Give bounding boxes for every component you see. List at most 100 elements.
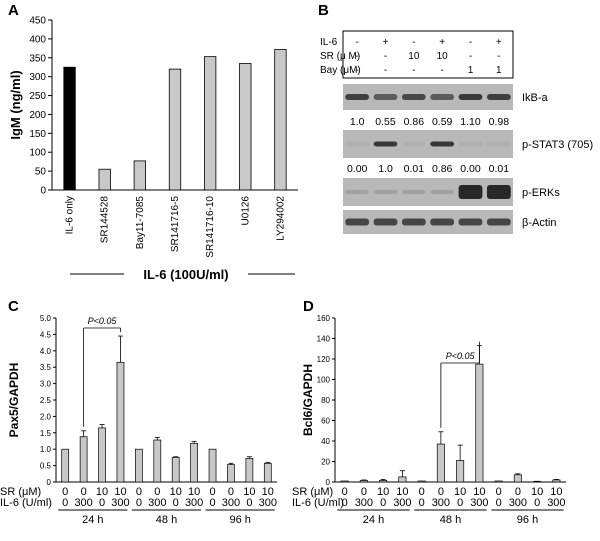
il6-value: 300 [393, 497, 411, 509]
header-value: - [355, 65, 358, 76]
y-tick-label: 4.5 [40, 330, 52, 339]
bar [379, 480, 388, 483]
bar [168, 68, 182, 191]
x-tick-label: SR141716-10 [205, 196, 216, 258]
sr-value: 0 [136, 486, 142, 498]
header-value: - [384, 65, 387, 76]
y-tick-label: 300 [29, 72, 46, 83]
bar [436, 443, 445, 483]
header-value: + [439, 37, 445, 48]
panel-letter-a: A [8, 2, 19, 19]
panel-letter-c: C [8, 298, 19, 315]
stat3-quant-value: 0.00 [347, 163, 368, 175]
header-value: - [412, 65, 415, 76]
stat3-band-bg [343, 130, 513, 158]
y-tick-label: 0.5 [40, 462, 52, 471]
ikb-quant-value: 0.86 [404, 116, 425, 128]
sr-value: 10 [473, 486, 485, 498]
band-lane [345, 141, 370, 147]
band-label: IkB-a [522, 92, 549, 104]
y-tick-label: 0 [326, 478, 331, 487]
ikb-quant-value: 0.59 [432, 116, 453, 128]
y-tick-label: 0 [47, 478, 52, 487]
y-tick-label: 2.5 [40, 396, 52, 405]
y-tick-label: 100 [29, 148, 46, 159]
sr-value: 10 [531, 486, 543, 498]
band-lane [430, 94, 455, 100]
band-lane [345, 190, 370, 194]
sr-row-label: SR (μM) [0, 486, 41, 498]
il6-value: 0 [457, 497, 463, 509]
x-tick-label: SR144528 [100, 196, 111, 244]
erk-band-bg [343, 178, 513, 206]
il6-value: 300 [509, 497, 527, 509]
sr-value: 0 [342, 486, 348, 498]
il6-value: 0 [419, 497, 425, 509]
bar [63, 66, 76, 191]
y-tick-label: 4.0 [40, 347, 52, 356]
header-value: - [355, 37, 358, 48]
y-tick-label: 200 [29, 110, 46, 121]
header-value: 10 [408, 51, 420, 62]
bar [239, 63, 252, 191]
stat3-quant-value: 0.01 [489, 163, 510, 175]
il6-value: 300 [74, 497, 92, 509]
group-label: 48 h [440, 514, 461, 526]
stat3-quant-value: 0.00 [460, 163, 481, 175]
header-value: 1 [496, 65, 502, 76]
stat3-quant-value: 0.86 [432, 163, 453, 175]
y-tick-label: 1.0 [40, 445, 52, 454]
panel-letter-b: B [318, 2, 329, 19]
sr-value: 10 [170, 486, 182, 498]
bar [153, 439, 162, 483]
significance-label: P<0.05 [88, 316, 118, 326]
band-lane [345, 218, 370, 226]
bar [79, 436, 88, 483]
bar [133, 160, 147, 191]
group-label: 48 h [156, 514, 177, 526]
ikb-quant-value: 1.0 [350, 116, 365, 128]
il6-value: 0 [173, 497, 179, 509]
sr-value: 10 [396, 486, 408, 498]
chart-a: 0 50 100 150 200 250 300 350 400 450 IgM (ng/ml) IL… [8, 16, 298, 282]
band-lane [401, 218, 426, 226]
header-value: - [469, 51, 472, 62]
il6-value: 0 [99, 497, 105, 509]
il6-value: 0 [62, 497, 68, 509]
il6-value: 300 [111, 497, 129, 509]
bar [227, 464, 235, 483]
sr-value: 10 [550, 486, 562, 498]
bar [98, 168, 111, 191]
bar [359, 480, 368, 483]
significance-label: P<0.05 [446, 351, 476, 361]
blot-panel-b: IL-6- + - + - +SR (μ M)- -10 10- -Bay (μM)- - - -1 1… [320, 30, 593, 234]
y-tick-label: 60 [321, 417, 330, 426]
header-value: - [497, 51, 500, 62]
bar [340, 480, 349, 483]
band-lane [458, 141, 483, 147]
band-lane [401, 190, 426, 194]
sr-value: 0 [228, 486, 234, 498]
group-label: IL-6 (100U/ml) [143, 267, 228, 282]
sr-value: 0 [419, 486, 425, 498]
bar [552, 479, 561, 483]
sr-value: 10 [243, 486, 255, 498]
il6-value: 0 [534, 497, 540, 509]
band-lane [373, 218, 398, 226]
il6-value: 0 [496, 497, 502, 509]
x-tick-label: IL-6 only [65, 196, 76, 234]
ikb-band-bg [343, 84, 513, 110]
il6-value: 300 [470, 497, 488, 509]
header-value: - [384, 51, 387, 62]
sr-value: 10 [377, 486, 389, 498]
band-lane [458, 218, 483, 226]
band-lane [373, 190, 398, 194]
bar [263, 462, 272, 483]
band-lane [486, 94, 511, 100]
header-box [342, 30, 514, 79]
y-tick-label: 40 [321, 437, 330, 446]
band-label: β-Actin [522, 217, 556, 229]
band-lane [373, 94, 398, 100]
stat3-quant-value: 0.01 [404, 163, 425, 175]
